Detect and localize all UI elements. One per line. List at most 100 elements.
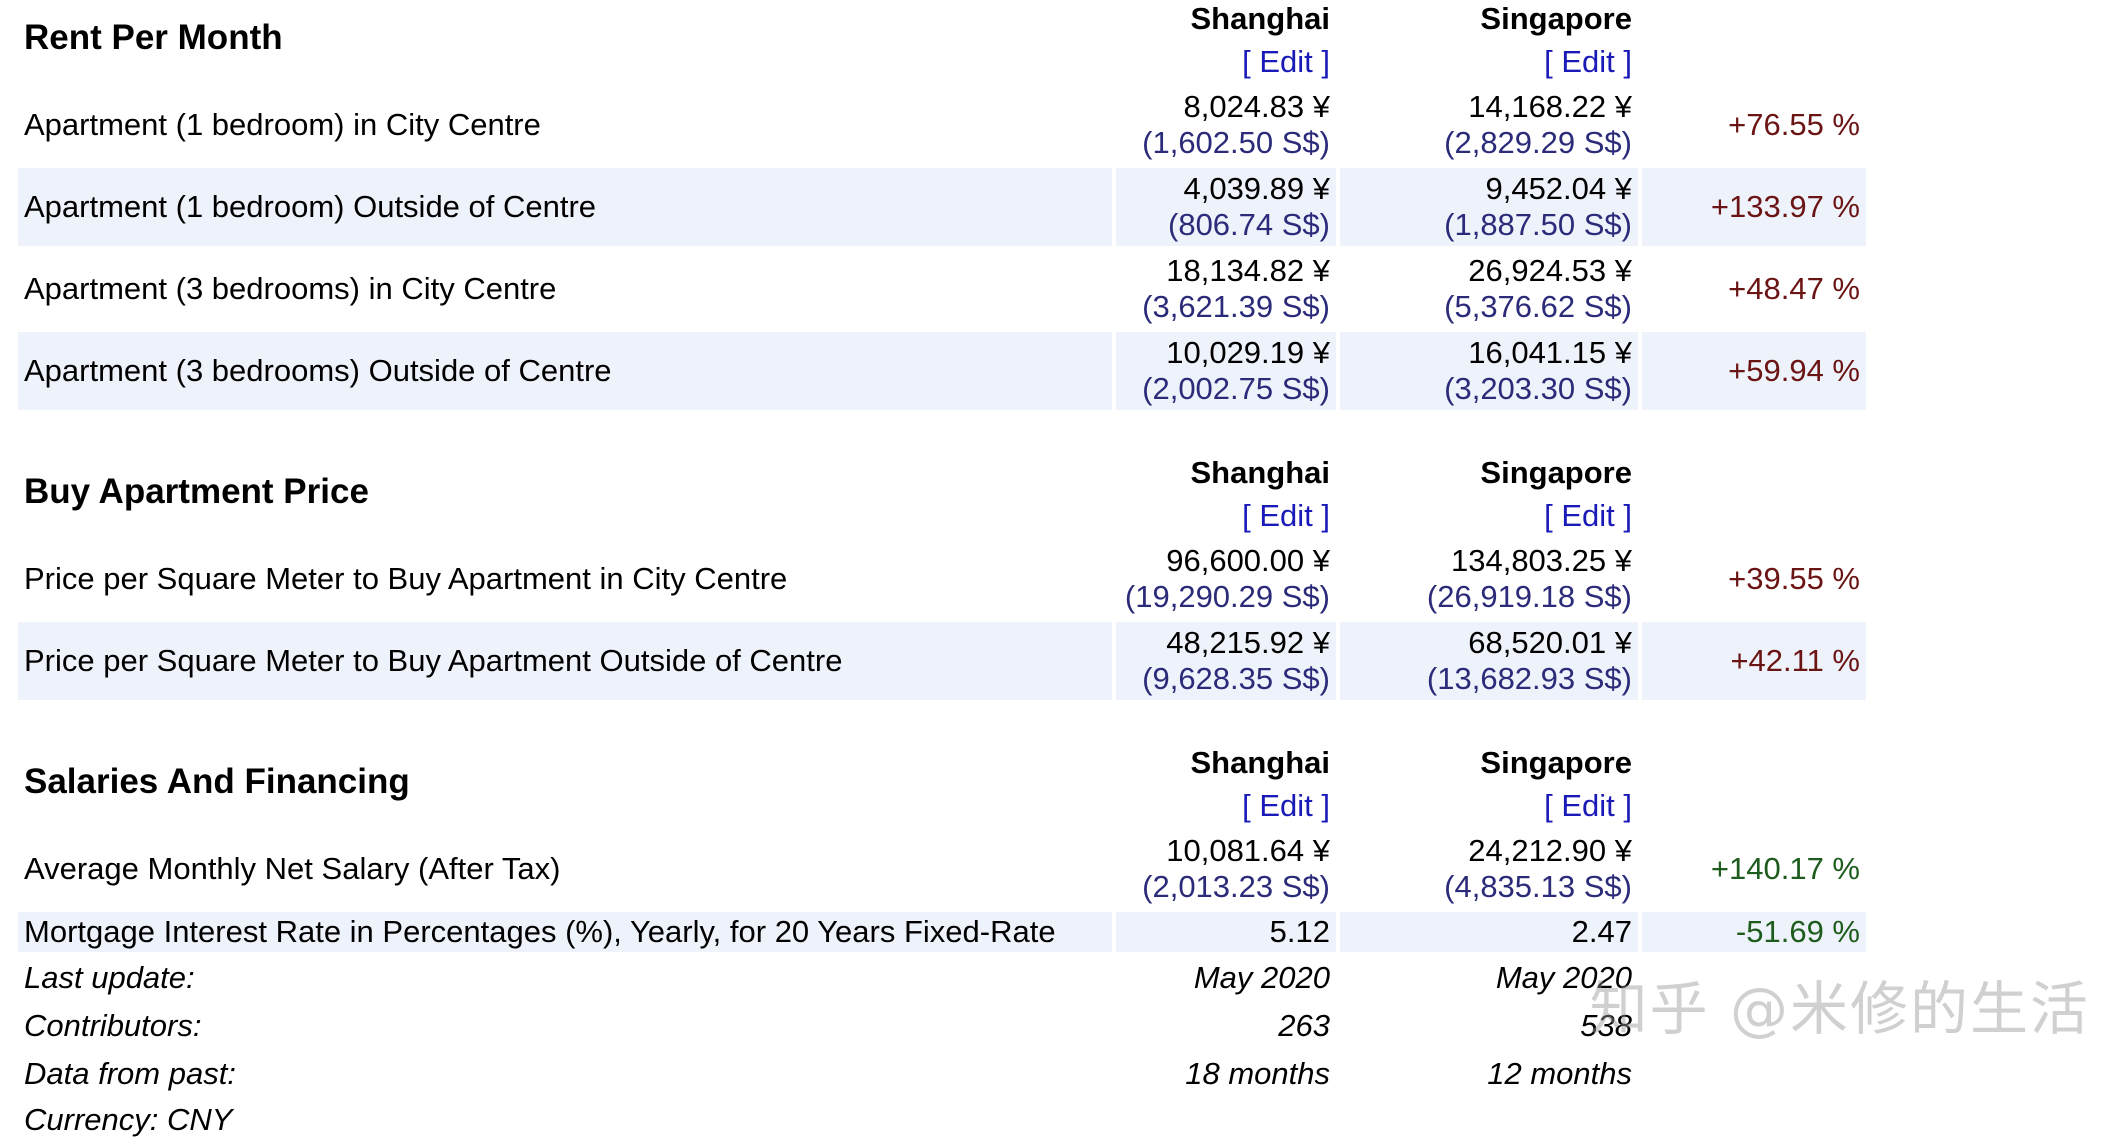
city2-value: 134,803.25 ¥ (26,919.18 S$) — [1340, 540, 1638, 618]
city1-value: 4,039.89 ¥ (806.74 S$) — [1116, 168, 1336, 246]
edit-city2-link[interactable]: [ Edit ] — [1544, 44, 1632, 79]
value-cny: 134,803.25 ¥ — [1450, 543, 1632, 578]
value-sgd: (13,682.93 S$) — [1426, 661, 1632, 696]
section-header-buy: Buy Apartment Price Shanghai Singapore — [18, 448, 1866, 511]
edit-city1-link[interactable]: [ Edit ] — [1242, 498, 1330, 533]
city2-header: Singapore — [1480, 745, 1632, 780]
edit-row: [ Edit ] [ Edit ] — [18, 786, 1866, 826]
row-label: Apartment (3 bedrooms) in City Centre — [18, 250, 1112, 328]
difference-percent: +76.55 % — [1642, 86, 1866, 164]
edit-city2-link[interactable]: [ Edit ] — [1544, 788, 1632, 823]
difference-percent: +42.11 % — [1642, 622, 1866, 700]
row-label: Apartment (3 bedrooms) Outside of Centre — [18, 332, 1112, 410]
edit-city1-link[interactable]: [ Edit ] — [1242, 788, 1330, 823]
value-cny: 96,600.00 ¥ — [1166, 543, 1330, 578]
row-label: Apartment (1 bedroom) in City Centre — [18, 86, 1112, 164]
table-row: Apartment (3 bedrooms) Outside of Centre… — [18, 332, 1866, 410]
value-cny: 10,081.64 ¥ — [1166, 833, 1330, 868]
value-sgd: (2,829.29 S$) — [1444, 125, 1632, 160]
watermark: 知乎 @米修的生活 — [1589, 975, 2090, 1043]
city1-value: 10,081.64 ¥ (2,013.23 S$) — [1116, 830, 1336, 908]
value-cny: 9,452.04 ¥ — [1485, 171, 1632, 206]
section-title: Salaries And Financing — [18, 738, 1112, 826]
rent-section-title: Rent Per Month — [24, 18, 283, 57]
value-sgd: (26,919.18 S$) — [1426, 579, 1632, 614]
value-plain: 2.47 — [1571, 914, 1632, 949]
value-sgd: (2,013.23 S$) — [1142, 869, 1330, 904]
edit-row: [ Edit ] [ Edit ] — [18, 496, 1866, 536]
value-cny: 4,039.89 ¥ — [1183, 171, 1330, 206]
table-row: Average Monthly Net Salary (After Tax) 1… — [18, 830, 1866, 908]
difference-percent: +48.47 % — [1642, 250, 1866, 328]
value-cny: 68,520.01 ¥ — [1468, 625, 1632, 660]
section-header-rent: Rent Per Month Shanghai Singapore — [18, 0, 1866, 57]
value-cny: 26,924.53 ¥ — [1468, 253, 1632, 288]
city1-value: 48,215.92 ¥ (9,628.35 S$) — [1116, 622, 1336, 700]
value-cny: 14,168.22 ¥ — [1468, 89, 1632, 124]
last-update-label: Last update: — [24, 960, 195, 995]
value-sgd: (1,887.50 S$) — [1444, 207, 1632, 242]
value-cny: 18,134.82 ¥ — [1166, 253, 1330, 288]
table-row: Apartment (1 bedroom) in City Centre 8,0… — [18, 86, 1866, 164]
row-label: Price per Square Meter to Buy Apartment … — [18, 540, 1112, 618]
currency-row: Currency: CNY — [18, 1100, 1866, 1144]
value-cny: 8,024.83 ¥ — [1183, 89, 1330, 124]
city2-value: 2.47 — [1340, 912, 1638, 952]
city1-header: Shanghai — [1190, 455, 1330, 490]
value-cny: 10,029.19 ¥ — [1166, 335, 1330, 370]
value-sgd: (1,602.50 S$) — [1142, 125, 1330, 160]
city2-header: Singapore — [1480, 1, 1632, 36]
row-label: Apartment (1 bedroom) Outside of Centre — [18, 168, 1112, 246]
city2-value: 16,041.15 ¥ (3,203.30 S$) — [1340, 332, 1638, 410]
contributors-city1: 263 — [1278, 1008, 1330, 1043]
contributors-label: Contributors: — [24, 1008, 202, 1043]
value-sgd: (19,290.29 S$) — [1124, 579, 1330, 614]
table-row: Apartment (3 bedrooms) in City Centre 18… — [18, 250, 1866, 328]
city2-header: Singapore — [1480, 455, 1632, 490]
difference-percent: +39.55 % — [1642, 540, 1866, 618]
edit-city2-link[interactable]: [ Edit ] — [1544, 498, 1632, 533]
cost-comparison-page: Rent Per Month Shanghai Singapore [ Edit… — [14, 0, 1874, 1148]
difference-percent: -51.69 % — [1642, 912, 1866, 952]
city2-value: 68,520.01 ¥ (13,682.93 S$) — [1340, 622, 1638, 700]
salaries-section-title: Salaries And Financing — [24, 762, 410, 801]
value-sgd: (5,376.62 S$) — [1444, 289, 1632, 324]
city1-value: 5.12 — [1116, 912, 1336, 952]
city2-value: 24,212.90 ¥ (4,835.13 S$) — [1340, 830, 1638, 908]
city1-value: 8,024.83 ¥ (1,602.50 S$) — [1116, 86, 1336, 164]
city1-value: 10,029.19 ¥ (2,002.75 S$) — [1116, 332, 1336, 410]
city2-value: 14,168.22 ¥ (2,829.29 S$) — [1340, 86, 1638, 164]
value-sgd: (9,628.35 S$) — [1142, 661, 1330, 696]
last-update-city1: May 2020 — [1193, 960, 1330, 995]
city1-value: 96,600.00 ¥ (19,290.29 S$) — [1116, 540, 1336, 618]
value-plain: 5.12 — [1269, 914, 1330, 949]
row-label: Price per Square Meter to Buy Apartment … — [18, 622, 1112, 700]
contributors-row: Contributors: 263 538 — [18, 1004, 1866, 1048]
data-from-row: Data from past: 18 months 12 months — [18, 1052, 1866, 1096]
value-cny: 24,212.90 ¥ — [1468, 833, 1632, 868]
section-title: Rent Per Month — [18, 0, 1112, 82]
value-sgd: (2,002.75 S$) — [1142, 371, 1330, 406]
edit-city1-link[interactable]: [ Edit ] — [1242, 44, 1330, 79]
cost-comparison-table: Rent Per Month Shanghai Singapore [ Edit… — [14, 0, 1870, 1148]
buy-section-title: Buy Apartment Price — [24, 472, 369, 511]
edit-row: [ Edit ] [ Edit ] — [18, 42, 1866, 82]
city1-header: Shanghai — [1190, 1, 1330, 36]
section-header-salaries: Salaries And Financing Shanghai Singapor… — [18, 738, 1866, 801]
last-update-city2: May 2020 — [1495, 960, 1632, 995]
city2-value: 26,924.53 ¥ (5,376.62 S$) — [1340, 250, 1638, 328]
difference-percent: +59.94 % — [1642, 332, 1866, 410]
data-from-city2: 12 months — [1487, 1056, 1632, 1091]
row-label: Average Monthly Net Salary (After Tax) — [18, 830, 1112, 908]
table-row: Price per Square Meter to Buy Apartment … — [18, 622, 1866, 700]
table-row: Price per Square Meter to Buy Apartment … — [18, 540, 1866, 618]
city1-value: 18,134.82 ¥ (3,621.39 S$) — [1116, 250, 1336, 328]
data-from-label: Data from past: — [24, 1056, 236, 1091]
row-label: Mortgage Interest Rate in Percentages (%… — [18, 912, 1112, 952]
value-sgd: (4,835.13 S$) — [1444, 869, 1632, 904]
value-cny: 48,215.92 ¥ — [1166, 625, 1330, 660]
data-from-city1: 18 months — [1185, 1056, 1330, 1091]
section-title: Buy Apartment Price — [18, 448, 1112, 536]
difference-percent: +133.97 % — [1642, 168, 1866, 246]
city1-header: Shanghai — [1190, 745, 1330, 780]
